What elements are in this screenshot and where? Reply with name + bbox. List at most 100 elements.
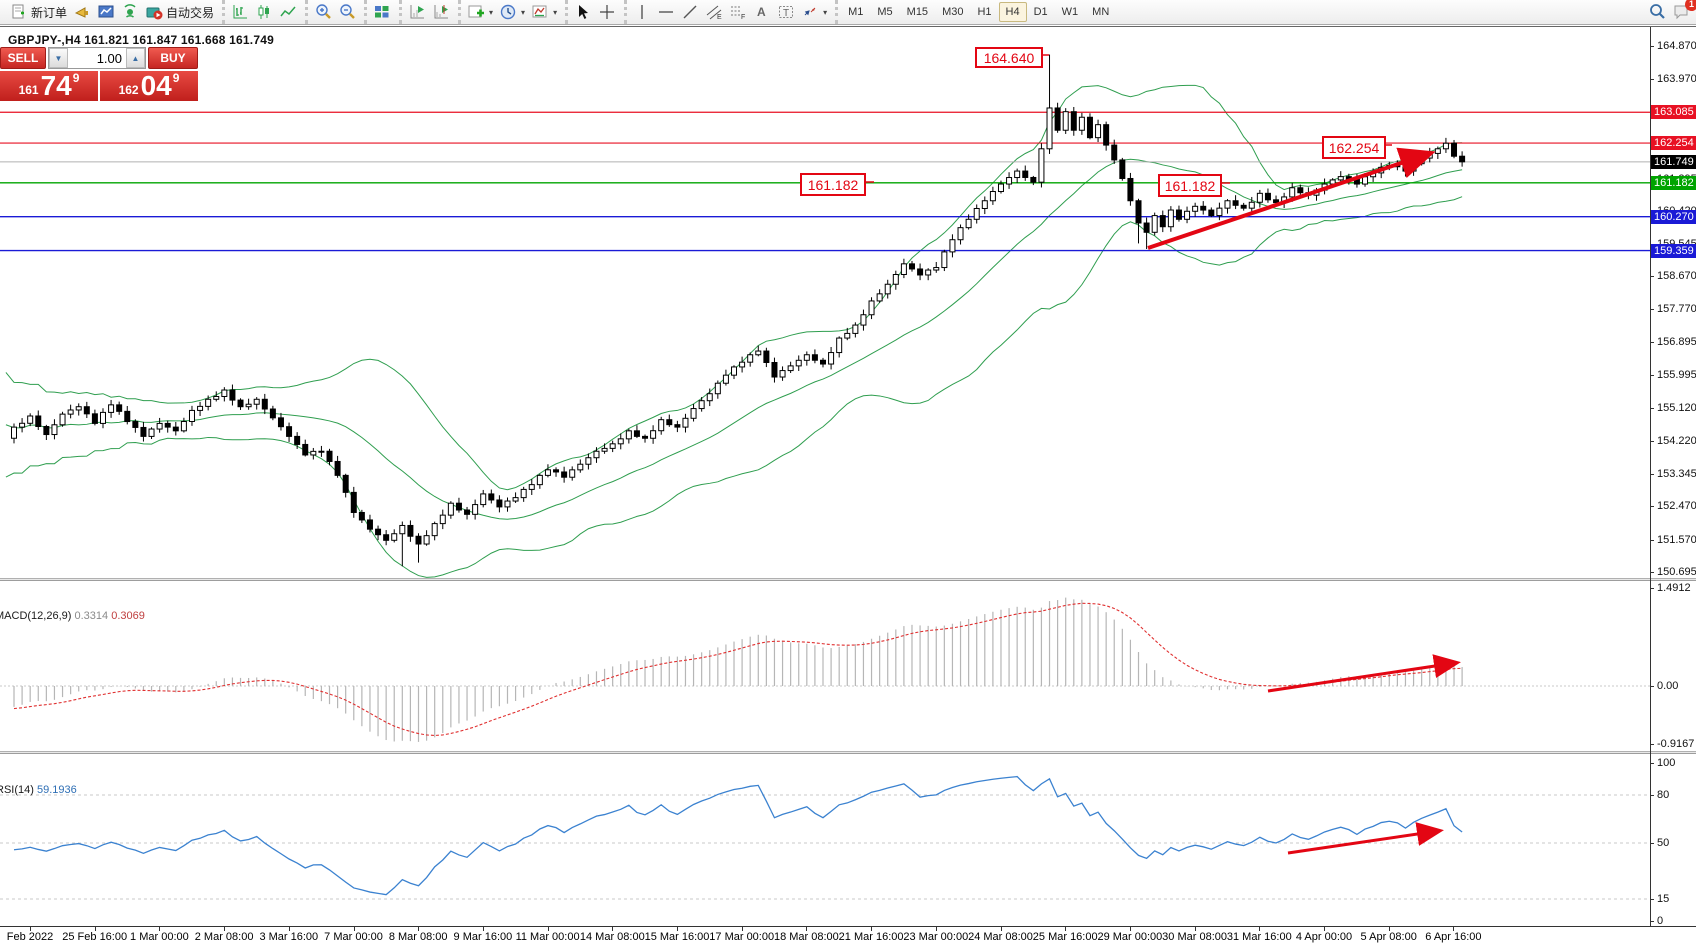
new-order-button[interactable]: 新订单 [7,1,70,23]
axis-tick-mark [1650,506,1654,508]
price-annotation[interactable]: 162.254 [1322,136,1386,159]
price-annotation[interactable]: 161.182 [1158,174,1222,197]
signals-button[interactable] [118,1,142,23]
price-badge: 162.254 [1651,136,1696,151]
time-label: 2 Mar 08:00 [194,931,254,943]
periods-button[interactable]: ▾ [496,1,528,23]
price-badge: 159.359 [1651,243,1696,258]
volume-down-button[interactable]: ▼ [49,48,68,68]
macd-rsi-separator[interactable] [0,751,1696,754]
timeframe-button-w1[interactable]: W1 [1061,6,1079,18]
price-badge: 163.085 [1651,105,1696,120]
auto-scroll-button[interactable] [405,1,429,23]
timeframe-button-h4[interactable]: H4 [998,2,1027,22]
time-tick-mark [1065,926,1067,931]
time-tick-mark [547,926,549,931]
time-tick-mark [482,926,484,931]
fibonacci-button[interactable]: F [726,1,750,23]
bar-chart-button[interactable] [228,1,252,23]
time-label: 3 Mar 16:00 [259,931,319,943]
toolbar-group-scroll [399,0,456,24]
sell-button[interactable]: SELL [0,47,46,69]
timeframe-button-m5[interactable]: M5 [877,6,893,18]
timeframe-button-d1[interactable]: D1 [1033,6,1048,18]
chart-surface[interactable] [0,27,1696,944]
axis-tick-mark [1650,763,1654,764]
text-label-button[interactable]: T [774,1,798,23]
toolbar-group-insert: ▾ ▾ ▾ [458,0,563,24]
alerts-button[interactable] [70,1,94,23]
timeframe-button-m30[interactable]: M30 [942,6,964,18]
trendline-button[interactable] [678,1,702,23]
volume-value[interactable]: 1.00 [96,50,122,66]
timeframe-button-h1[interactable]: H1 [977,6,992,18]
price-annotation[interactable]: 161.182 [800,173,866,196]
time-axis[interactable]: Feb 2022 25 Feb 16:00 1 Mar 00:00 2 Mar 08:… [0,926,1696,944]
chart-shift-icon [434,5,449,19]
axis-tick-label: 157.770 [1657,303,1696,316]
buy-price-display[interactable]: 162 04 9 [100,71,198,101]
crosshair-button[interactable] [595,1,619,23]
charts-window-button[interactable] [94,1,118,23]
zoom-out-button[interactable] [335,1,359,23]
timeframe-button-m1[interactable]: M1 [848,6,864,18]
chart-title: GBPJPY-,H4 161.821 161.847 161.668 161.7… [8,33,274,47]
toolbar-group-objects: E F A T ▾ [624,0,833,24]
vertical-line-button[interactable] [630,1,654,23]
axis-tick-mark [1650,539,1654,541]
new-order-icon [12,4,24,19]
time-tick-mark [1453,926,1455,931]
chart-window[interactable]: GBPJPY-,H4 161.821 161.847 161.668 161.7… [0,26,1696,944]
toolbar-right-cluster: 1 [1648,0,1696,22]
axis-tick-label: 163.970 [1657,73,1696,86]
horizontal-line-button[interactable] [654,1,678,23]
indicators-button[interactable]: ▾ [464,1,496,23]
chat-button[interactable]: 1 [1672,0,1696,22]
templates-button[interactable]: ▾ [528,1,560,23]
buy-button[interactable]: BUY [148,47,198,69]
buy-price-pips: 04 [140,70,172,101]
indicator-axis-label: 80 [1657,789,1670,801]
svg-text:F: F [741,14,745,21]
axis-tick-mark [1650,276,1654,278]
text-button[interactable]: A [750,1,774,23]
axis-tick-label: 151.570 [1657,533,1696,546]
arrows-button[interactable]: ▾ [798,1,830,23]
time-label: 6 Apr 16:00 [1425,931,1482,943]
one-click-trading-panel: SELL ▼ 1.00 ▲ BUY 161 74 9 162 04 9 [0,47,198,101]
cursor-button[interactable] [571,1,595,23]
axis-tick-label: 152.470 [1657,500,1696,513]
main-macd-separator[interactable] [0,578,1696,581]
axis-tick-label: 153.345 [1657,467,1696,480]
autotrade-icon [146,7,163,20]
sell-price-display[interactable]: 161 74 9 [0,71,98,101]
toolbar-group-windows [364,0,397,24]
timeframe-button-m15[interactable]: M15 [906,6,929,18]
line-chart-button[interactable] [276,1,300,23]
macd-label: MACD(12,26,9) 0.3314 0.3069 [0,610,145,622]
indicator-axis-label: 0.00 [1657,680,1679,692]
axis-tick-label: 155.995 [1657,369,1696,382]
price-badge: 161.182 [1651,175,1696,190]
zoom-in-button[interactable] [311,1,335,23]
candlestick-chart-button[interactable] [252,1,276,23]
volume-up-button[interactable]: ▲ [126,48,145,68]
macd-plot [0,597,1650,742]
chat-unread-badge: 1 [1685,0,1696,11]
time-label: 14 Mar 08:00 [579,931,645,943]
chart-shift-button[interactable] [429,1,453,23]
trend-arrow [1147,147,1436,250]
autotrade-button[interactable]: 自动交易 [142,1,217,23]
main-toolbar: 新订单 自动交易 [0,0,1696,25]
equidistant-channel-button[interactable]: E [702,1,726,23]
bollinger-band-line [5,196,1463,578]
price-annotation[interactable]: 164.640 [975,47,1043,68]
volume-stepper: ▼ 1.00 ▲ [48,47,146,69]
text-icon: A [757,5,766,19]
tile-windows-button[interactable] [370,1,394,23]
timeframe-button-mn[interactable]: MN [1092,6,1110,18]
horizontal-line-icon [659,11,674,13]
search-icon[interactable] [1648,3,1666,21]
time-label: 25 Mar 16:00 [1032,931,1098,943]
time-label: 11 Mar 00:00 [515,931,580,943]
